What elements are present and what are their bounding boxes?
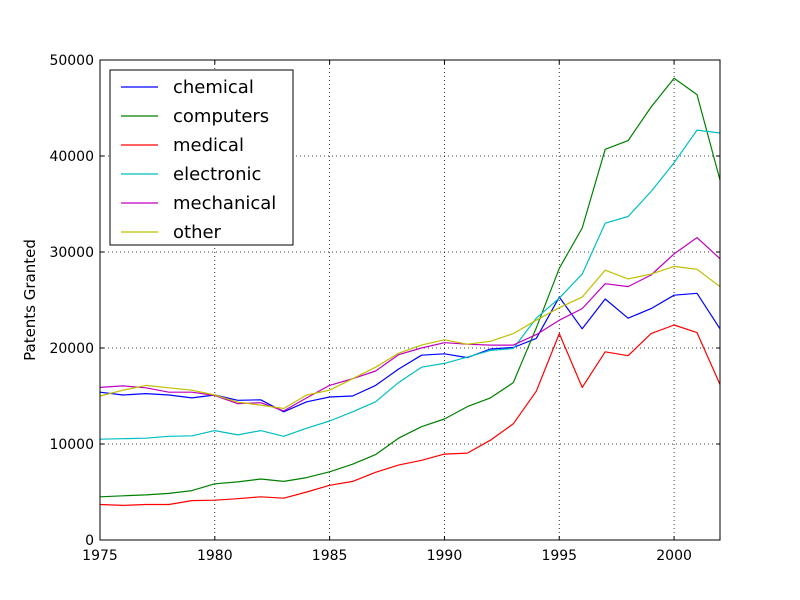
x-tick-label: 1995 [541, 548, 577, 564]
legend-label-chemical: chemical [173, 77, 254, 98]
legend-label-other: other [173, 222, 222, 243]
x-tick-label: 1980 [197, 548, 233, 564]
y-tick-label: 40000 [49, 149, 94, 165]
legend-label-mechanical: mechanical [173, 193, 276, 214]
legend: chemical computers medical electronic mechan… [109, 69, 294, 246]
y-tick-label: 20000 [49, 341, 94, 357]
series-line-mechanical [99, 237, 721, 412]
x-tick-label: 1975 [82, 548, 118, 564]
series-line-computers [99, 77, 721, 498]
series-lines [99, 77, 721, 506]
legend-label-electronic: electronic [173, 164, 261, 185]
y-tick-label: 10000 [49, 437, 94, 453]
plot-frame [99, 59, 721, 541]
x-tick-label: 2000 [656, 548, 692, 564]
y-axis-label: Patents Granted [21, 239, 39, 361]
series-line-chemical [99, 292, 721, 413]
x-tick-label: 1985 [312, 548, 348, 564]
y-tick-label: 50000 [49, 53, 94, 69]
series-line-medical [99, 324, 721, 506]
x-tick-label: 1990 [427, 548, 463, 564]
tick-labels: 1975 1980 1985 1990 1995 20000100002000030000… [49, 53, 691, 564]
y-tick-label: 0 [85, 533, 94, 549]
series-line-other [99, 265, 721, 410]
legend-box [109, 69, 294, 246]
series-line-electronic [99, 129, 721, 440]
legend-label-computers: computers [173, 106, 269, 127]
legend-label-medical: medical [173, 135, 244, 156]
y-tick-label: 30000 [49, 245, 94, 261]
